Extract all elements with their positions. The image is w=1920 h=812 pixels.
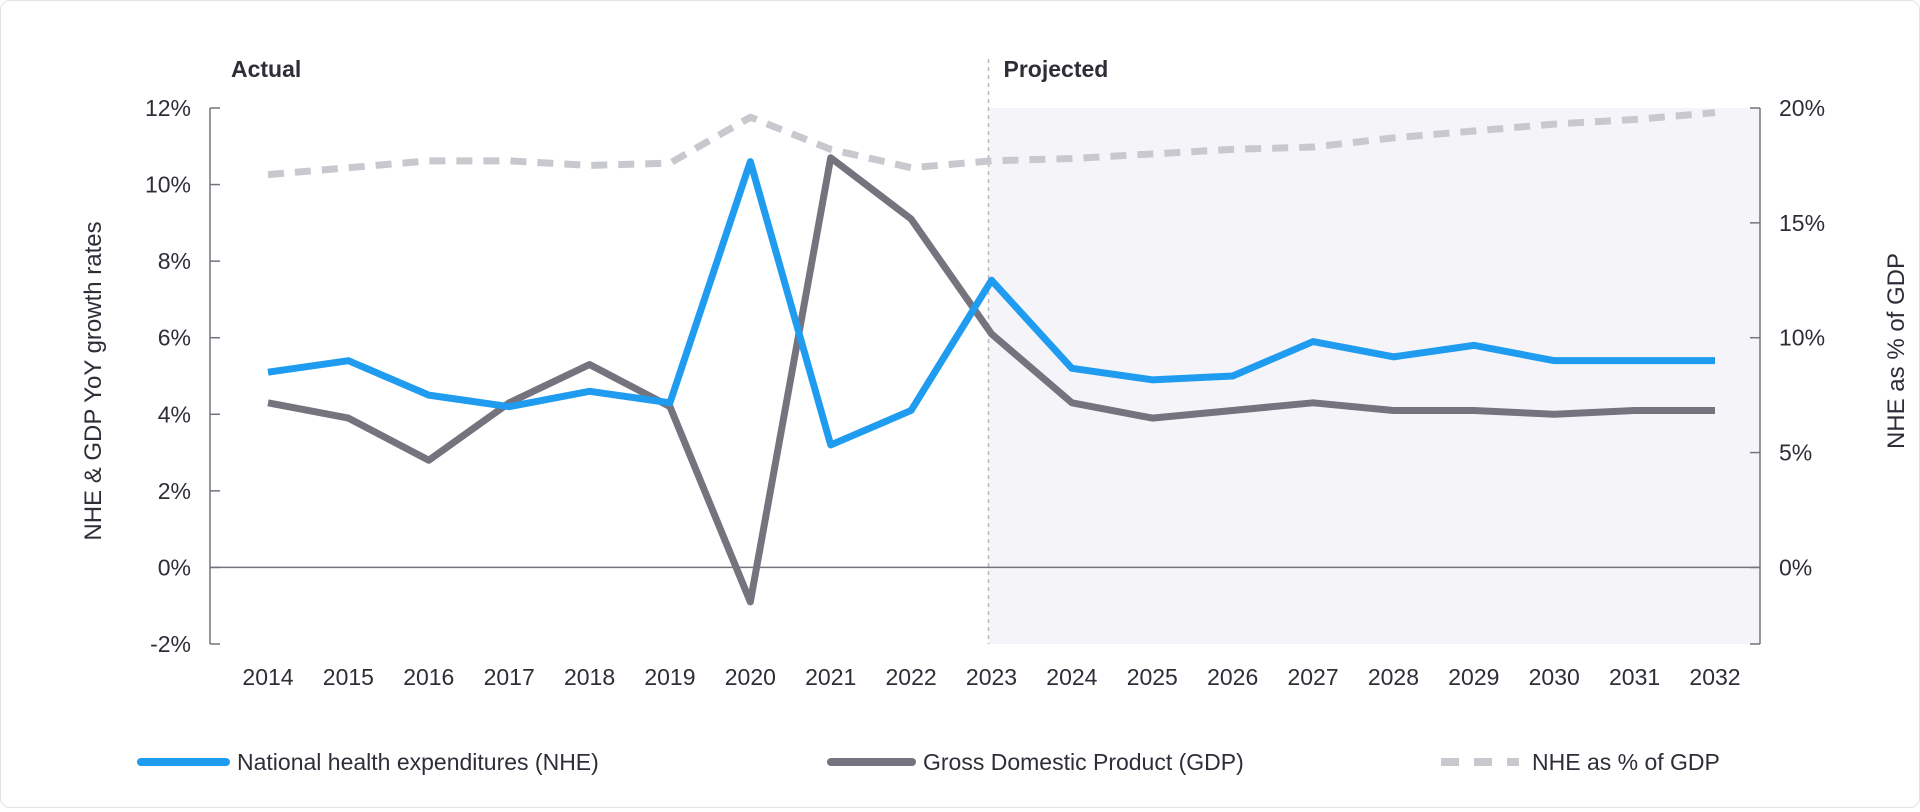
right-tick-label: 5% (1779, 440, 1812, 466)
right-tick-label: 10% (1779, 325, 1825, 351)
legend-label-0: National health expenditures (NHE) (237, 749, 599, 775)
left-tick-label: 6% (158, 325, 191, 351)
x-tick-label: 2028 (1368, 664, 1419, 690)
x-tick-label: 2029 (1448, 664, 1499, 690)
x-tick-label: 2026 (1207, 664, 1258, 690)
left-axis-title: NHE & GDP YoY growth rates (80, 221, 107, 540)
x-tick-label: 2016 (403, 664, 454, 690)
x-tick-label: 2017 (484, 664, 535, 690)
period-label-actual: Actual (231, 56, 301, 82)
x-tick-label: 2024 (1046, 664, 1097, 690)
right-tick-label: 15% (1779, 210, 1825, 236)
x-tick-label: 2018 (564, 664, 615, 690)
x-tick-label: 2030 (1529, 664, 1580, 690)
left-tick-label: 12% (145, 95, 191, 121)
right-tick-label: 0% (1779, 554, 1812, 580)
left-tick-label: 10% (145, 172, 191, 198)
x-tick-label: 2032 (1689, 664, 1740, 690)
left-tick-label: 0% (158, 554, 191, 580)
left-tick-label: -2% (150, 631, 191, 657)
period-label-projected: Projected (1004, 56, 1109, 82)
x-tick-label: 2031 (1609, 664, 1660, 690)
x-tick-label: 2025 (1127, 664, 1178, 690)
x-tick-label: 2023 (966, 664, 1017, 690)
legend-label-1: Gross Domestic Product (GDP) (923, 749, 1244, 775)
x-tick-label: 2021 (805, 664, 856, 690)
right-tick-label: 20% (1779, 95, 1825, 121)
x-tick-label: 2015 (323, 664, 374, 690)
left-tick-label: 8% (158, 248, 191, 274)
x-tick-label: 2019 (644, 664, 695, 690)
left-tick-label: 4% (158, 401, 191, 427)
x-tick-label: 2027 (1287, 664, 1338, 690)
x-tick-label: 2020 (725, 664, 776, 690)
x-tick-label: 2014 (242, 664, 293, 690)
x-tick-label: 2022 (886, 664, 937, 690)
right-axis-title: NHE as % of GDP (1883, 253, 1910, 449)
legend-label-2: NHE as % of GDP (1532, 749, 1720, 775)
left-tick-label: 2% (158, 478, 191, 504)
